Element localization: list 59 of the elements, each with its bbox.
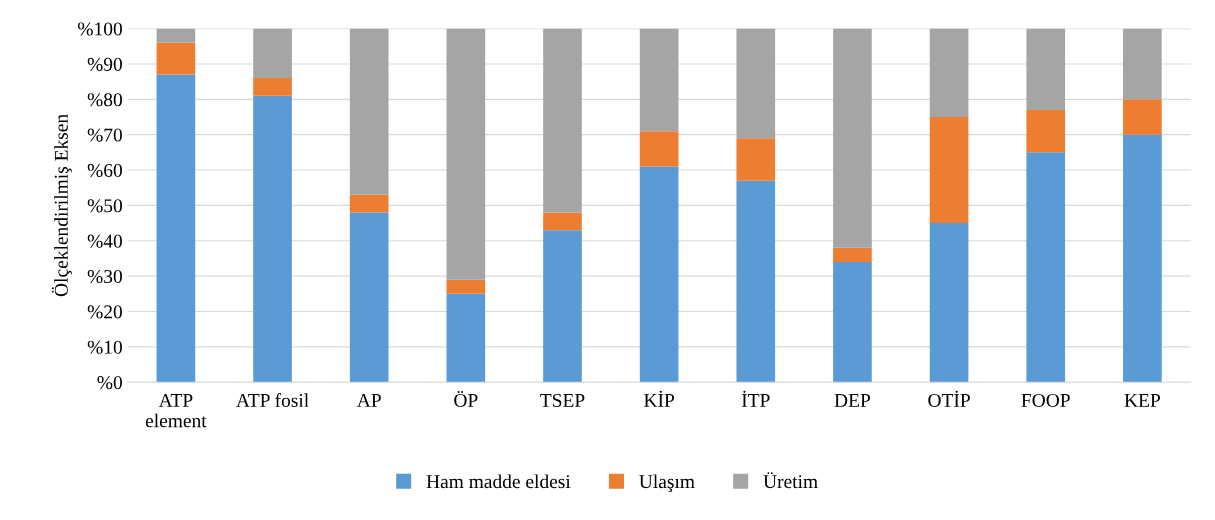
bar (156, 28, 196, 43)
x-tick-label: İTP (741, 390, 770, 407)
x-tick-label: KEP (1124, 394, 1160, 407)
legend-label: Ham madde eldesi (426, 474, 571, 489)
bar (446, 293, 486, 383)
y-tick-label: %10 (87, 340, 122, 354)
x-tick-label: ATP element (145, 393, 207, 428)
y-tick-label: %70 (87, 128, 122, 142)
x-tick-label: TSEP (540, 393, 585, 407)
bar (833, 247, 872, 262)
y-tick-label: %20 (87, 305, 122, 319)
bar (1123, 99, 1162, 135)
legend-label: Üretim (763, 472, 818, 489)
bar (833, 28, 872, 248)
bar (349, 212, 389, 383)
y-tick-label: %50 (87, 199, 122, 213)
y-tick-label: %40 (87, 234, 122, 248)
bar (736, 180, 776, 383)
bar (639, 131, 679, 167)
x-tick-label: KİP (644, 390, 675, 407)
bar (639, 28, 679, 132)
bar (736, 28, 776, 139)
bar (543, 28, 582, 213)
bar (1026, 152, 1066, 383)
y-tick-label: %80 (87, 93, 122, 107)
x-tick-label: AP (356, 393, 381, 407)
bar (639, 166, 679, 383)
bar (156, 74, 196, 383)
x-tick-label: ÖP (454, 391, 478, 407)
y-tick-label: %90 (87, 57, 122, 71)
bar (833, 261, 872, 383)
bar (156, 42, 196, 75)
y-tick-label: %0 (97, 376, 122, 390)
bar (446, 28, 486, 280)
bar (446, 279, 486, 294)
y-tick-label: %30 (87, 269, 122, 284)
y-axis-title: Ölçeklendirilmiş Eksen (51, 114, 72, 297)
bar (1123, 134, 1162, 383)
y-tick-label: %60 (87, 163, 122, 178)
bar (253, 28, 292, 79)
bar (543, 230, 582, 383)
bar (253, 78, 292, 96)
bar (253, 95, 292, 383)
bar (1026, 109, 1066, 153)
bar (929, 223, 969, 383)
bar (349, 194, 389, 213)
bar (929, 117, 969, 224)
x-tick-label: FOOP (1021, 393, 1070, 407)
x-tick-label: ATP fosil (236, 393, 309, 407)
x-tick-label: DEP (834, 394, 871, 407)
bar (349, 28, 389, 195)
bar (736, 138, 776, 181)
bar (543, 212, 582, 231)
bar (929, 28, 969, 117)
x-tick-label: OTİP (928, 390, 970, 407)
bar (1123, 28, 1162, 100)
bar (1026, 28, 1066, 110)
y-tick-label: %100 (78, 22, 122, 36)
legend-label: Ulaşım (639, 474, 695, 493)
